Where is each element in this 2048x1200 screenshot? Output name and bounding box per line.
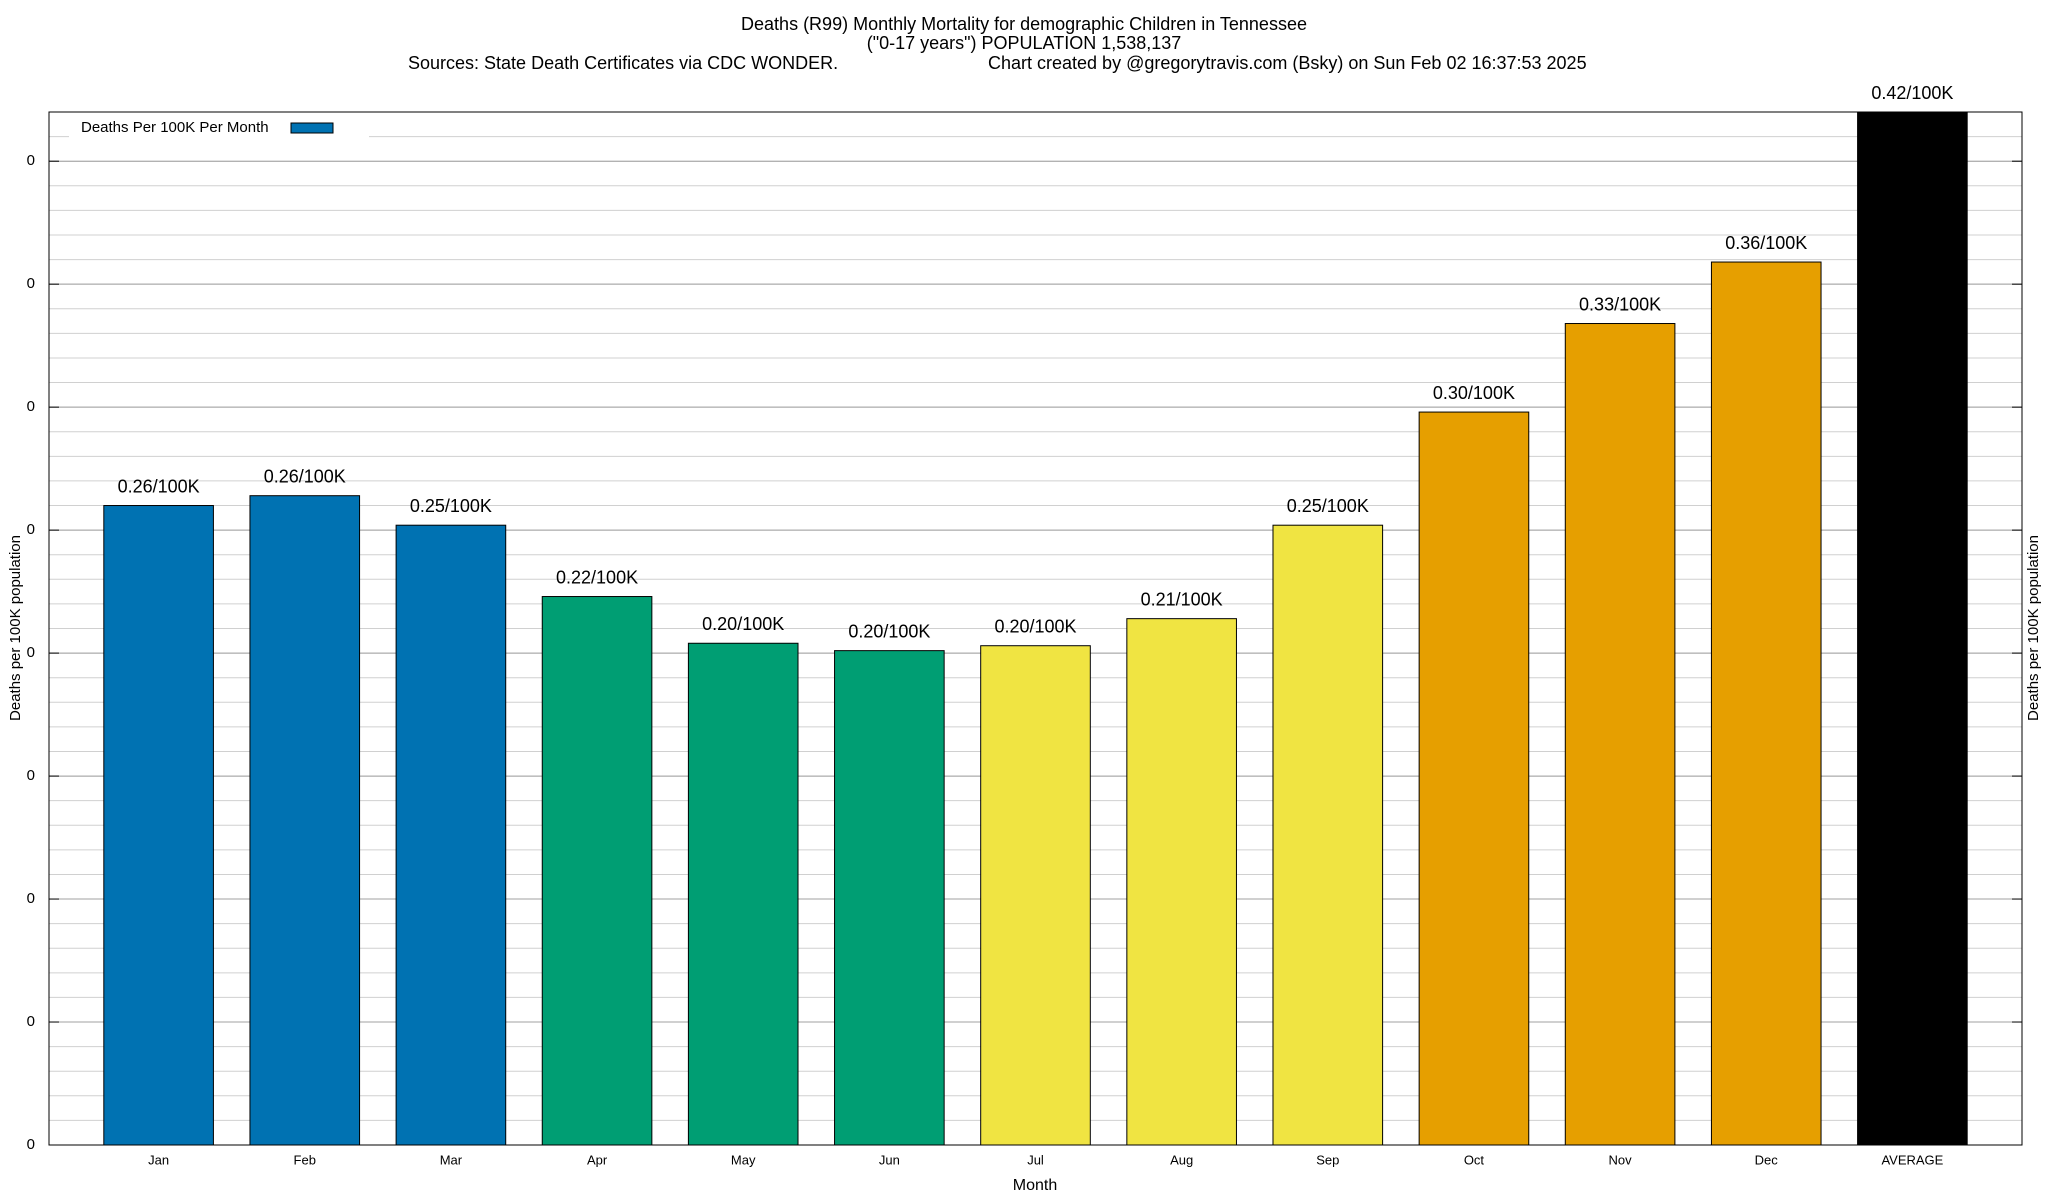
bar [541, 596, 653, 1146]
y2-axis-label: Deaths per 100K population [2025, 535, 2042, 721]
x-tick-label: AVERAGE [1881, 1152, 1943, 1167]
y-tick-label: 0 [27, 644, 35, 661]
bar [834, 650, 945, 1146]
value-label: 0.25/100K [410, 496, 492, 516]
value-label: 0.26/100K [264, 466, 346, 486]
bar [1418, 411, 1530, 1146]
bar [249, 495, 361, 1146]
value-label: 0.30/100K [1433, 383, 1515, 403]
chart-source: Sources: State Death Certificates via CD… [408, 53, 838, 73]
bar [687, 642, 799, 1146]
x-tick-label: Mar [440, 1152, 463, 1167]
value-label: 0.25/100K [1287, 496, 1369, 516]
x-tick-label: Apr [587, 1152, 608, 1167]
bar [1126, 618, 1237, 1146]
bar [103, 505, 214, 1146]
bar [395, 524, 507, 1146]
plot-frame [48, 111, 2023, 1146]
bar [1564, 323, 1676, 1146]
y-tick-label: 0 [27, 398, 35, 415]
y-tick-label: 0 [27, 152, 35, 169]
legend-swatch [290, 122, 334, 134]
value-label: 0.36/100K [1725, 233, 1807, 253]
bar [1857, 111, 1968, 1146]
value-label: 0.26/100K [118, 476, 200, 496]
bar [980, 645, 1091, 1146]
x-tick-label: Oct [1464, 1152, 1485, 1167]
value-label: 0.20/100K [848, 621, 930, 641]
x-tick-label: Jun [879, 1152, 900, 1167]
value-label: 0.33/100K [1579, 294, 1661, 314]
chart-title: Deaths (R99) Monthly Mortality for demog… [741, 14, 1307, 34]
x-tick-label: May [731, 1152, 756, 1167]
y-tick-label: 0 [27, 275, 35, 292]
x-tick-label: Dec [1755, 1152, 1779, 1167]
y-tick-label: 0 [27, 1136, 35, 1153]
y-tick-label: 0 [27, 767, 35, 784]
value-label: 0.22/100K [556, 567, 638, 587]
y-tick-label: 0 [27, 1013, 35, 1030]
x-tick-label: Jan [148, 1152, 169, 1167]
x-tick-label: Sep [1316, 1152, 1339, 1167]
y-tick-label: 0 [27, 521, 35, 538]
bar [1710, 261, 1822, 1146]
x-tick-label: Feb [294, 1152, 316, 1167]
chart-credit: Chart created by @gregorytravis.com (Bsk… [988, 53, 1587, 73]
y-axis-label: Deaths per 100K population [7, 535, 24, 721]
y-tick-label: 0 [27, 890, 35, 907]
value-label: 0.20/100K [702, 614, 784, 634]
chart-subtitle: ("0-17 years") POPULATION 1,538,137 [867, 33, 1182, 53]
x-tick-label: Nov [1609, 1152, 1633, 1167]
x-tick-label: Jul [1027, 1152, 1044, 1167]
value-label: 0.42/100K [1871, 83, 1953, 103]
x-tick-label: Aug [1170, 1152, 1193, 1167]
value-label: 0.21/100K [1141, 589, 1223, 609]
bar [1272, 524, 1384, 1146]
x-axis-label: Month [1013, 1177, 1057, 1194]
value-label: 0.20/100K [994, 616, 1076, 636]
legend-label: Deaths Per 100K Per Month [81, 119, 269, 136]
